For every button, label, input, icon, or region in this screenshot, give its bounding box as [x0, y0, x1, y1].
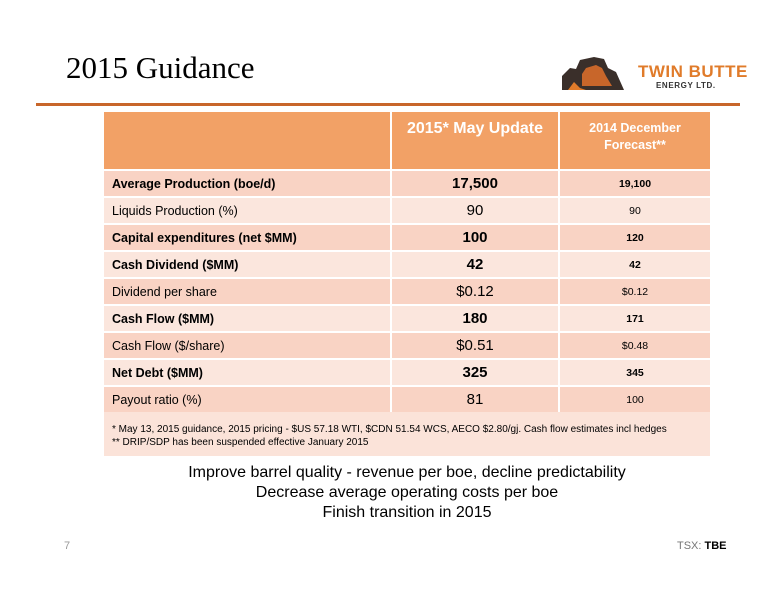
- row-label: Capital expenditures (net $MM): [104, 223, 390, 250]
- logo-subtitle: ENERGY LTD.: [656, 81, 716, 90]
- row-dec-value: 90: [560, 196, 710, 223]
- row-may-value: 90: [390, 196, 560, 223]
- logo-name: TWIN BUTTE: [638, 62, 748, 81]
- row-may-value: $0.51: [390, 331, 560, 358]
- row-dec-value: 120: [560, 223, 710, 250]
- table-header-row: 2015* May Update 2014 December Forecast*…: [104, 112, 710, 169]
- table-row: Cash Dividend ($MM) 42 42: [104, 250, 710, 277]
- row-may-value: 180: [390, 304, 560, 331]
- footnote-pricing: * May 13, 2015 guidance, 2015 pricing - …: [112, 424, 667, 435]
- table-row: Payout ratio (%) 81 100: [104, 385, 710, 412]
- ticker-symbol: TBE: [704, 540, 727, 552]
- row-may-value: 325: [390, 358, 560, 385]
- guidance-table: 2015* May Update 2014 December Forecast*…: [104, 112, 710, 412]
- header-may-update: 2015* May Update: [390, 112, 560, 169]
- header-label-column: [104, 112, 390, 169]
- row-label: Dividend per share: [104, 277, 390, 304]
- row-dec-value: 19,100: [560, 169, 710, 196]
- row-label: Cash Dividend ($MM): [104, 250, 390, 277]
- key-points: Improve barrel quality - revenue per boe…: [104, 463, 710, 523]
- table-row: Cash Flow ($MM) 180 171: [104, 304, 710, 331]
- company-logo: TWIN BUTTE ENERGY LTD.: [560, 52, 747, 94]
- row-may-value: 100: [390, 223, 560, 250]
- row-dec-value: 42: [560, 250, 710, 277]
- key-point: Finish transition in 2015: [322, 504, 492, 521]
- row-dec-value: 345: [560, 358, 710, 385]
- header-divider: [36, 103, 740, 106]
- row-label: Cash Flow ($MM): [104, 304, 390, 331]
- row-may-value: 17,500: [390, 169, 560, 196]
- page-number: 7: [64, 540, 71, 552]
- butte-icon: [562, 57, 624, 90]
- row-label: Average Production (boe/d): [104, 169, 390, 196]
- slide-title: 2015 Guidance: [66, 50, 255, 85]
- row-may-value: 81: [390, 385, 560, 412]
- row-dec-value: $0.12: [560, 277, 710, 304]
- row-label: Payout ratio (%): [104, 385, 390, 412]
- ticker-prefix: TSX:: [677, 540, 702, 552]
- row-dec-value: 100: [560, 385, 710, 412]
- table-row: Capital expenditures (net $MM) 100 120: [104, 223, 710, 250]
- row-dec-value: $0.48: [560, 331, 710, 358]
- row-label: Net Debt ($MM): [104, 358, 390, 385]
- table-row: Liquids Production (%) 90 90: [104, 196, 710, 223]
- key-point: Improve barrel quality - revenue per boe…: [188, 464, 626, 481]
- header-december-forecast: 2014 December Forecast**: [560, 112, 710, 169]
- ticker-label: TSX: TBE: [677, 540, 727, 552]
- key-point: Decrease average operating costs per boe: [255, 484, 559, 501]
- table-row: Average Production (boe/d) 17,500 19,100: [104, 169, 710, 196]
- header-december-forecast-text: 2014 December Forecast**: [589, 121, 681, 152]
- row-label: Cash Flow ($/share): [104, 331, 390, 358]
- row-may-value: 42: [390, 250, 560, 277]
- table-row: Net Debt ($MM) 325 345: [104, 358, 710, 385]
- table-row: Dividend per share $0.12 $0.12: [104, 277, 710, 304]
- table-row: Cash Flow ($/share) $0.51 $0.48: [104, 331, 710, 358]
- row-may-value: $0.12: [390, 277, 560, 304]
- footnotes: * May 13, 2015 guidance, 2015 pricing - …: [112, 423, 667, 449]
- row-dec-value: 171: [560, 304, 710, 331]
- footnote-drip: ** DRIP/SDP has been suspended effective…: [112, 437, 369, 448]
- row-label: Liquids Production (%): [104, 196, 390, 223]
